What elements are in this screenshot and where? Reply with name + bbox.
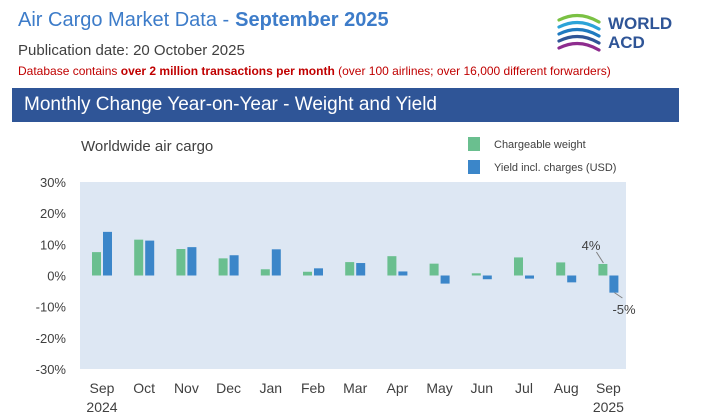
yield-bar: [525, 275, 534, 279]
x-tick-label: Sep: [596, 380, 621, 396]
yield-bar: [356, 263, 366, 276]
legend-swatch: [468, 160, 480, 174]
publication-date: Publication date: 20 October 2025: [18, 42, 245, 59]
logo-text: WORLD ACD: [608, 14, 672, 52]
y-tick-label: 20%: [40, 206, 66, 221]
y-axis: -30% -20% -10% 0% 10% 20% 30%: [36, 175, 67, 377]
y-tick-label: -20%: [36, 331, 67, 346]
report-month: September 2025: [235, 9, 389, 31]
chart-title: Worldwide air cargo: [81, 138, 213, 155]
weight-bar: [303, 271, 312, 276]
legend: Chargeable weight Yield incl. charges (US…: [468, 137, 616, 174]
x-tick-label: May: [426, 380, 452, 396]
weight-bar: [345, 262, 355, 276]
yield-bar: [440, 275, 450, 284]
x-tick-label: Dec: [216, 380, 241, 396]
yield-bar: [314, 268, 323, 276]
weight-bar: [92, 252, 101, 276]
annotation-weight: 4%: [582, 238, 601, 253]
weight-bar: [260, 269, 270, 276]
legend-label: Chargeable weight: [494, 139, 586, 151]
yield-bar: [229, 255, 239, 276]
report-title: Air Cargo Market Data - September 2025: [18, 9, 389, 32]
logo-text-line2: ACD: [608, 33, 645, 52]
weight-bar: [176, 249, 186, 276]
yield-bar: [103, 231, 112, 276]
x-tick-label: Jan: [260, 380, 283, 396]
weight-bar: [598, 263, 608, 276]
bars: [92, 231, 619, 293]
annotation-leader: [614, 292, 623, 299]
x-tick-label: Apr: [387, 380, 409, 396]
yield-bar: [398, 271, 408, 276]
y-tick-label: 10%: [40, 237, 66, 252]
weight-bar: [429, 263, 439, 276]
x-tick-label: Sep: [90, 380, 115, 396]
weight-bar: [218, 258, 228, 276]
yield-bar: [145, 240, 155, 276]
legend-label: Yield incl. charges (USD): [494, 162, 616, 174]
yield-bar: [609, 275, 619, 293]
database-note-prefix: Database contains: [18, 64, 121, 78]
x-year-label: 2024: [86, 399, 117, 415]
x-year-label: 2025: [593, 399, 624, 415]
yield-bar: [567, 275, 577, 283]
weight-bar: [134, 239, 144, 276]
x-tick-label: Jun: [471, 380, 494, 396]
y-tick-label: 30%: [40, 175, 66, 190]
section-banner: Monthly Change Year-on-Year - Weight and…: [12, 88, 679, 122]
database-note-bold: over 2 million transactions per month: [120, 64, 335, 78]
x-tick-label: Jul: [515, 380, 533, 396]
database-note-suffix: (over 100 airlines; over 16,000 differen…: [334, 64, 611, 78]
yield-bar: [271, 249, 281, 276]
annotation-leader: [595, 251, 604, 264]
database-note: Database contains over 2 million transac…: [18, 64, 611, 78]
weight-bar: [471, 273, 481, 276]
yield-bar: [187, 247, 197, 276]
x-tick-label: Feb: [301, 380, 325, 396]
legend-swatch: [468, 137, 480, 151]
weight-bar: [556, 262, 566, 276]
weight-bar: [514, 257, 523, 276]
y-tick-label: 0%: [47, 269, 66, 284]
logo-text-line1: WORLD: [608, 14, 673, 33]
x-tick-label: Aug: [554, 380, 579, 396]
world-acd-logo-icon: [557, 13, 601, 52]
x-tick-label: Nov: [174, 380, 199, 396]
x-tick-label: Oct: [133, 380, 155, 396]
y-tick-label: -30%: [36, 362, 67, 377]
annotation-yield: -5%: [612, 302, 636, 317]
yield-bar: [482, 275, 492, 280]
annotations: 4% -5%: [582, 238, 636, 317]
x-axis: Sep 2024 Oct Nov Dec Jan Feb Mar Apr May Jun Jul Aug…: [86, 380, 624, 415]
report-title-text: Air Cargo Market Data -: [18, 9, 230, 31]
x-tick-label: Mar: [343, 380, 367, 396]
y-tick-label: -10%: [36, 300, 67, 315]
weight-bar: [387, 256, 397, 276]
